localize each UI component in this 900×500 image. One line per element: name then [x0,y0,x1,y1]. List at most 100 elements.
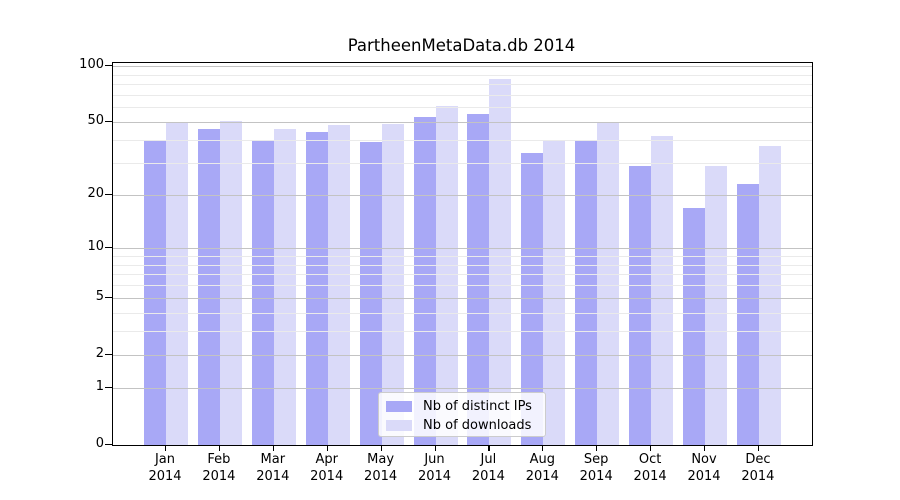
x-tick [326,445,328,451]
x-tick-month: Jul [480,452,497,467]
x-tick-month: Jan [154,452,176,467]
legend-item: Nb of downloads [379,416,545,435]
major-gridline [113,248,812,250]
major-gridline [113,194,812,196]
x-tick-label: Apr 2014 [295,452,359,485]
x-tick [165,445,167,451]
minor-gridline [113,84,812,86]
bar-ips-dec [736,184,759,445]
x-tick-label: Feb 2014 [187,452,251,485]
minor-gridline [113,107,812,109]
plot-area: Nb of distinct IPs Nb of downloads [112,62,813,446]
y-tick [105,193,112,196]
x-tick [218,445,221,451]
x-tick-label: Oct 2014 [618,452,682,485]
y-tick [105,296,112,299]
y-tick-label: 20 [87,185,104,201]
x-tick-year: 2014 [364,468,398,484]
bar-downloads-mar [273,128,296,445]
x-tick-year: 2014 [202,468,236,484]
x-tick-label: Jul 2014 [456,452,520,485]
minor-gridline [113,264,812,266]
x-tick-month: Mar [260,452,286,467]
x-tick-year: 2014 [579,468,613,484]
x-tick [434,445,436,451]
legend-label: Nb of downloads [423,418,532,433]
x-tick [272,445,274,451]
y-tick-label: 5 [95,288,104,304]
x-tick-year: 2014 [256,468,290,484]
x-tick-label: Nov 2014 [672,452,736,485]
y-tick [105,121,112,123]
major-gridline [113,297,812,299]
x-tick-label: Mar 2014 [241,452,305,485]
bar-downloads-feb [219,120,242,445]
x-tick [542,445,544,451]
bar-downloads-oct [651,136,674,445]
bar-ips-apr [305,132,328,445]
bar-downloads-may [381,123,404,445]
y-tick [105,247,112,249]
major-gridline [113,354,812,356]
x-tick [596,445,598,451]
bar-downloads-jan [166,122,188,445]
x-tick-month: Jun [424,452,445,467]
legend: Nb of distinct IPs Nb of downloads [378,392,546,437]
major-gridline [113,122,812,124]
x-tick-label: Aug 2014 [510,452,574,485]
x-tick [380,445,382,451]
x-tick-month: Sep [583,452,609,467]
x-tick-label: Jan 2014 [133,452,197,485]
x-tick-year: 2014 [633,468,667,484]
minor-gridline [113,274,812,276]
bar-downloads-dec [758,146,781,445]
x-tick-year: 2014 [417,468,452,484]
bar-ips-may [359,142,382,445]
major-gridline [113,66,812,67]
x-tick-label: Sep 2014 [564,452,628,485]
bar-downloads-jun [435,106,458,445]
x-tick-month: Feb [207,452,231,467]
x-tick-month: Nov [691,452,717,467]
bar-downloads-sep [597,122,620,445]
minor-gridline [113,312,812,314]
x-tick-month: Aug [529,452,555,467]
bar-ips-jul [467,114,490,445]
bar-ips-jan [144,140,166,445]
minor-gridline [113,94,812,96]
x-tick-year: 2014 [148,468,182,484]
x-tick-year: 2014 [687,468,721,484]
x-tick [488,445,490,451]
y-tick-label: 50 [87,113,104,129]
y-tick [105,353,112,355]
x-tick-month: May [367,452,395,467]
y-tick [105,65,112,67]
y-tick-label: 10 [87,239,104,255]
legend-swatch-downloads [386,420,412,431]
bar-ips-oct [629,165,652,445]
minor-gridline [113,162,812,164]
x-tick-year: 2014 [741,468,775,484]
bar-ips-jun [413,117,436,445]
y-tick-label: 1 [95,379,104,395]
legend-item: Nb of distinct IPs [379,397,545,416]
x-tick-month: Apr [315,452,338,467]
bar-downloads-aug [543,140,566,445]
bar-ips-sep [575,140,598,445]
x-tick-label: Jun 2014 [403,452,467,485]
y-tick-label: 2 [95,345,104,361]
bar-ips-feb [197,128,220,445]
chart-title: PartheenMetaData.db 2014 [347,36,576,55]
y-tick-label: 0 [95,436,104,451]
bar-downloads-jul [489,79,512,445]
x-tick [704,445,706,451]
x-tick-month: Dec [745,452,771,467]
bar-ips-nov [683,207,705,445]
x-tick-month: Oct [638,452,662,467]
major-gridline [113,388,812,390]
bar-downloads-nov [705,165,727,445]
minor-gridline [113,74,812,76]
x-tick-year: 2014 [525,468,559,484]
x-tick [650,445,652,451]
